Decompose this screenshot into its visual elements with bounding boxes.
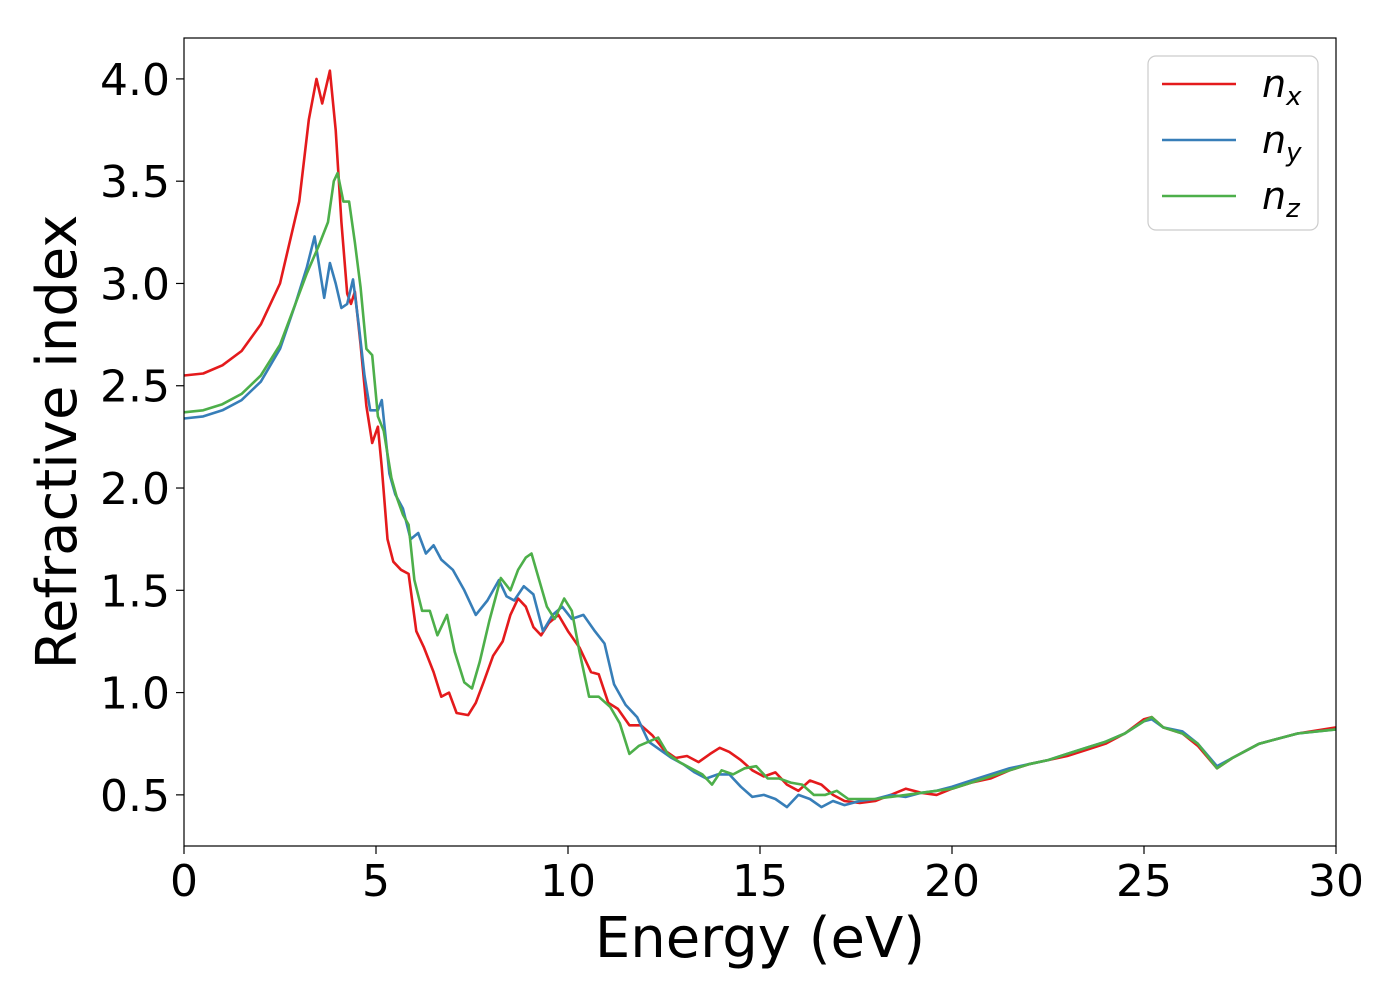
series-line-nz (183, 171, 1337, 801)
legend-label-base: n (1262, 174, 1286, 218)
plot-area (184, 38, 1336, 846)
y-tick-label: 1.5 (100, 566, 170, 617)
legend-item-nz: nz (1162, 174, 1301, 224)
y-tick-label: 0.5 (100, 771, 170, 822)
x-tick-label: 25 (1116, 856, 1172, 907)
legend-label-subscript: x (1285, 82, 1302, 112)
legend-label: nx (1262, 62, 1302, 112)
x-tick-label: 15 (732, 856, 788, 907)
legend-label: ny (1262, 118, 1302, 168)
legend-label-base: n (1262, 118, 1286, 162)
y-tick-label: 3.5 (100, 157, 170, 208)
legend-label-subscript: y (1285, 138, 1302, 168)
legend-label: nz (1262, 174, 1301, 224)
legend-label-base: n (1262, 62, 1286, 106)
legend-box (1147, 55, 1319, 231)
y-tick-label: 2.0 (100, 464, 170, 515)
y-tick-label: 2.5 (100, 362, 170, 413)
legend-item-ny: ny (1162, 118, 1302, 168)
x-tick-label: 10 (540, 856, 596, 907)
legend-label-subscript: z (1285, 194, 1301, 224)
x-tick-label: 5 (362, 856, 390, 907)
y-tick-label: 4.0 (100, 55, 170, 106)
y-axis: 0.5 1.0 1.5 2.0 2.5 3.0 3.5 4.0 (100, 55, 184, 822)
x-axis: 0 5 10 15 20 25 30 (170, 846, 1364, 907)
legend-item-nx: nx (1162, 62, 1302, 112)
y-axis-label: Refractive index (25, 215, 90, 670)
x-tick-label: 0 (170, 856, 198, 907)
series-layer (183, 69, 1337, 809)
x-axis-label: Energy (eV) (595, 906, 925, 971)
y-tick-label: 1.0 (100, 669, 170, 720)
y-tick-label: 3.0 (100, 259, 170, 310)
x-tick-label: 20 (924, 856, 980, 907)
x-tick-label: 30 (1308, 856, 1364, 907)
